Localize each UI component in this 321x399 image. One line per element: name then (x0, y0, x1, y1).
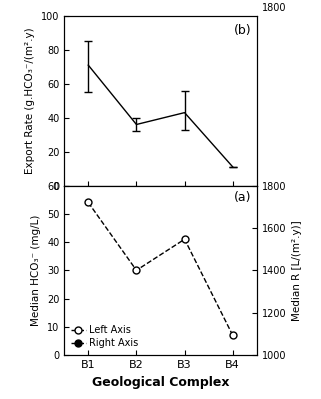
Line: Left Axis: Left Axis (85, 199, 236, 339)
Text: (a): (a) (233, 191, 251, 203)
Left Axis (231, 333, 235, 338)
Left Axis (183, 237, 187, 242)
Left Axis (86, 200, 90, 205)
Y-axis label: Median HCO₃⁻ (mg/L): Median HCO₃⁻ (mg/L) (31, 215, 41, 326)
Legend: Left Axis, Right Axis: Left Axis, Right Axis (69, 324, 141, 350)
X-axis label: Geological Complex: Geological Complex (92, 375, 229, 389)
Y-axis label: Export Rate (g.HCO₃⁻/(m².y): Export Rate (g.HCO₃⁻/(m².y) (25, 28, 35, 174)
Left Axis (134, 268, 138, 273)
Text: 1800: 1800 (262, 3, 287, 13)
Text: (b): (b) (233, 24, 251, 38)
Y-axis label: Median R [L/(m².y)]: Median R [L/(m².y)] (292, 220, 302, 321)
